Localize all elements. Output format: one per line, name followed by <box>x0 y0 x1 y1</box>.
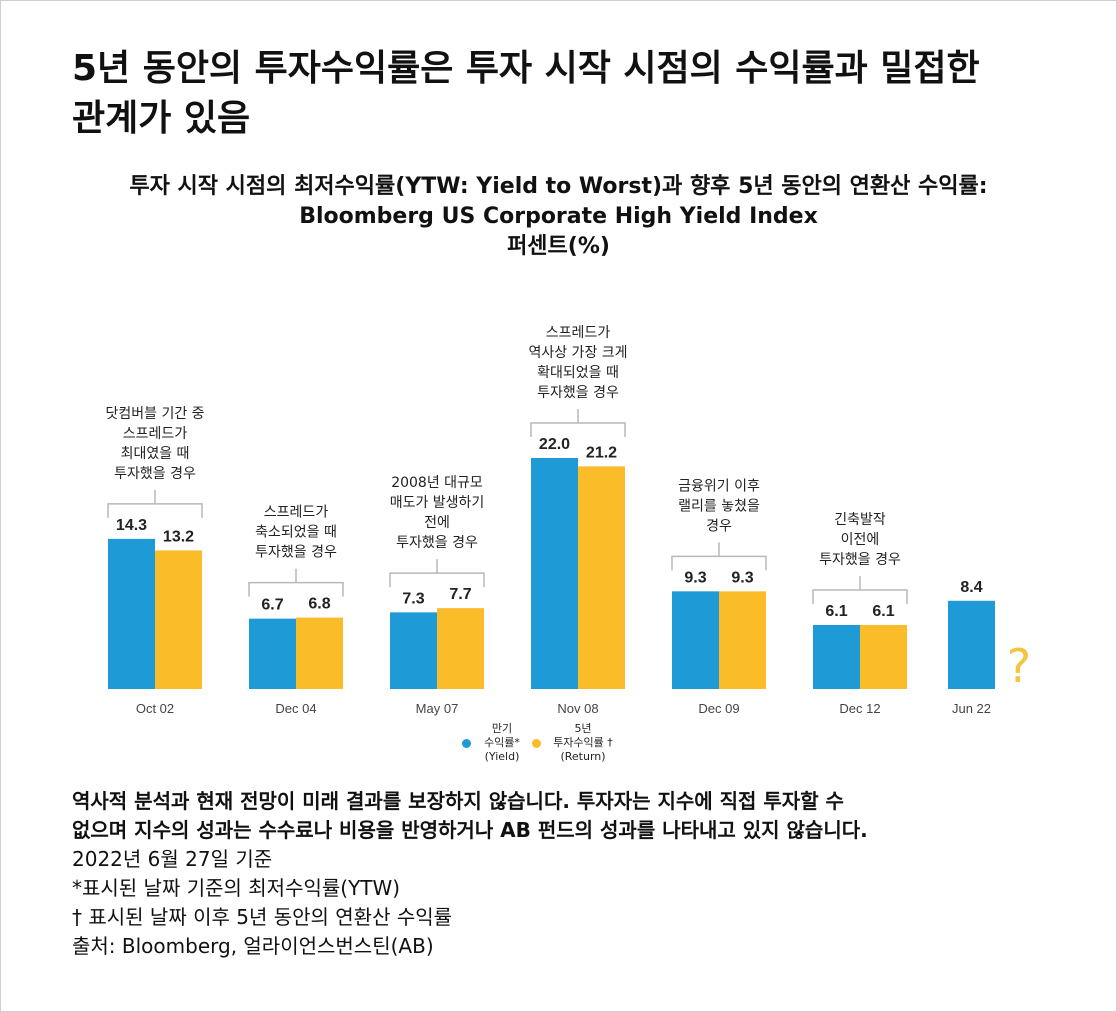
annotation-line-0-1: 스프레드가 <box>123 426 188 442</box>
annotation-line-0-2: 최대였을 때 <box>121 446 190 462</box>
category-label-5: Dec 12 <box>839 701 880 716</box>
category-label-4: Dec 09 <box>698 701 739 716</box>
footnote-ytw: *표시된 날짜 기준의 최저수익률(YTW) <box>72 876 401 900</box>
annotation-line-2-1: 매도가 발생하기 <box>390 495 485 511</box>
annotation-bracket-2 <box>389 559 485 588</box>
annotation-line-1-2: 투자했을 경우 <box>255 545 337 561</box>
chart-title-line-2: Bloomberg US Corporate High Yield Index <box>299 204 818 229</box>
yield-value-label-4: 9.3 <box>684 569 706 586</box>
return-bar-5 <box>860 624 907 689</box>
chart-title: 투자 시작 시점의 최저수익률(YTW: Yield to Worst)과 향후… <box>40 172 1077 262</box>
headline-line-2: 관계가 있음 <box>72 98 251 139</box>
yield-bar-4 <box>672 591 719 689</box>
return-value-label-5: 6.1 <box>872 603 894 620</box>
annotation-line-3-0: 스프레드가 <box>546 325 611 341</box>
annotation-line-3-2: 확대되었을 때 <box>537 365 619 381</box>
footnote-return: † 표시된 날짜 이후 5년 동안의 연환산 수익률 <box>72 905 453 929</box>
annotation-line-0-0: 닷컴버블 기간 중 <box>105 406 204 422</box>
return-bar-1 <box>296 617 343 689</box>
legend-return-label: 5년 투자수익률 † (Return) <box>553 722 613 763</box>
annotation-line-3-1: 역사상 가장 크게 <box>528 345 627 361</box>
annotation-bracket-4 <box>671 542 767 571</box>
chart-title-line-1: 투자 시작 시점의 최저수익률(YTW: Yield to Worst)과 향후… <box>129 174 988 199</box>
headline: 5년 동안의 투자수익률은 투자 시작 시점의 수익률과 밀접한 관계가 있음 <box>72 44 1062 144</box>
category-label-6: Jun 22 <box>952 701 991 716</box>
return-value-label-4: 9.3 <box>731 569 753 586</box>
annotation-line-3-3: 투자했을 경우 <box>537 385 619 401</box>
return-value-label-1: 6.8 <box>308 596 330 613</box>
return-bar-4 <box>719 591 766 689</box>
annotation-line-4-0: 금융위기 이후 <box>678 478 760 494</box>
disclaimer-line-2: 없으며 지수의 성과는 수수료나 비용을 반영하거나 AB 펀드의 성과를 나타… <box>72 818 868 842</box>
annotation-line-2-2: 전에 <box>424 515 450 531</box>
chart-title-unit: 퍼센트(%) <box>507 234 610 259</box>
category-label-1: Dec 04 <box>275 701 316 716</box>
yield-value-label-0: 14.3 <box>116 517 147 534</box>
annotation-line-0-3: 투자했을 경우 <box>114 466 196 482</box>
yield-bar-5 <box>813 624 860 689</box>
yield-value-label-6: 8.4 <box>960 579 982 596</box>
legend-yield-label: 만기 수익률* (Yield) <box>484 722 520 763</box>
as-of-date: 2022년 6월 27일 기준 <box>72 847 273 871</box>
disclaimer-line-1: 역사적 분석과 현재 전망이 미래 결과를 보장하지 않습니다. 투자자는 지수… <box>72 789 844 813</box>
return-bar-0 <box>155 550 202 689</box>
annotation-line-4-1: 랠리를 놓쳤을 <box>678 498 760 514</box>
source-note: 출처: Bloomberg, 얼라이언스번스틴(AB) <box>72 934 434 958</box>
yield-bar-3 <box>531 458 578 689</box>
return-value-label-2: 7.7 <box>449 586 471 603</box>
annotation-line-4-2: 경우 <box>706 518 732 534</box>
yield-bar-2 <box>390 612 437 689</box>
yield-value-label-5: 6.1 <box>825 603 847 620</box>
annotation-line-5-2: 투자했을 경우 <box>819 552 901 568</box>
yield-value-label-1: 6.7 <box>261 597 283 614</box>
return-bar-3 <box>578 466 625 689</box>
return-value-label-3: 21.2 <box>586 444 617 461</box>
annotation-line-5-0: 긴축발작 <box>834 512 886 528</box>
annotation-bracket-1 <box>248 568 344 597</box>
legend-yield-swatch <box>462 739 471 748</box>
annotation-line-1-0: 스프레드가 <box>264 505 329 521</box>
yield-value-label-3: 22.0 <box>539 436 570 453</box>
legend-return-swatch <box>532 739 541 748</box>
category-label-0: Oct 02 <box>136 701 174 716</box>
yield-bar-1 <box>249 618 296 689</box>
annotation-line-5-1: 이전에 <box>841 532 880 548</box>
annotation-line-2-0: 2008년 대규모 <box>391 475 483 491</box>
return-value-label-0: 13.2 <box>163 528 194 545</box>
return-bar-2 <box>437 608 484 689</box>
category-label-2: May 07 <box>416 701 459 716</box>
question-mark: ? <box>1007 639 1031 693</box>
legend: 만기 수익률* (Yield) 5년 투자수익률 † (Return) <box>462 722 662 772</box>
annotation-bracket-5 <box>812 575 908 604</box>
annotation-bracket-0 <box>107 489 203 518</box>
category-label-3: Nov 08 <box>557 701 598 716</box>
annotation-bracket-3 <box>530 409 626 437</box>
yield-value-label-2: 7.3 <box>402 590 424 607</box>
yield-bar-6 <box>948 600 995 689</box>
annotation-line-1-1: 축소되었을 때 <box>255 525 337 541</box>
annotation-line-2-3: 투자했을 경우 <box>396 535 478 551</box>
yield-bar-0 <box>108 538 155 689</box>
headline-line-1: 5년 동안의 투자수익률은 투자 시작 시점의 수익률과 밀접한 <box>72 48 980 89</box>
footnotes: 역사적 분석과 현재 전망이 미래 결과를 보장하지 않습니다. 투자자는 지수… <box>72 787 1072 961</box>
